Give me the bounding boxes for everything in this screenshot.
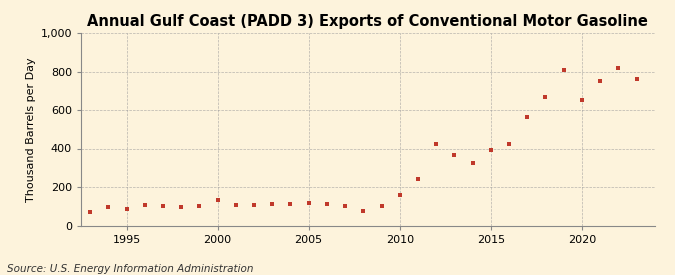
Point — [613, 65, 624, 70]
Point — [558, 67, 569, 72]
Point — [431, 141, 441, 146]
Point — [267, 202, 277, 207]
Point — [631, 77, 642, 81]
Point — [540, 94, 551, 99]
Point — [176, 205, 186, 210]
Text: Source: U.S. Energy Information Administration: Source: U.S. Energy Information Administ… — [7, 264, 253, 274]
Point — [285, 202, 296, 207]
Point — [303, 201, 314, 205]
Point — [139, 203, 150, 207]
Point — [194, 204, 205, 208]
Point — [230, 203, 241, 207]
Point — [595, 79, 605, 83]
Point — [485, 148, 496, 153]
Point — [394, 192, 405, 197]
Point — [504, 141, 514, 146]
Point — [212, 197, 223, 202]
Title: Annual Gulf Coast (PADD 3) Exports of Conventional Motor Gasoline: Annual Gulf Coast (PADD 3) Exports of Co… — [88, 14, 648, 29]
Point — [121, 207, 132, 211]
Point — [340, 204, 350, 208]
Point — [376, 204, 387, 208]
Point — [522, 114, 533, 119]
Point — [84, 210, 95, 214]
Point — [103, 205, 113, 210]
Point — [467, 161, 478, 165]
Point — [157, 204, 168, 208]
Point — [358, 209, 369, 213]
Point — [449, 153, 460, 157]
Point — [576, 98, 587, 103]
Point — [321, 202, 332, 207]
Point — [412, 177, 423, 182]
Point — [248, 203, 259, 207]
Y-axis label: Thousand Barrels per Day: Thousand Barrels per Day — [26, 57, 36, 202]
